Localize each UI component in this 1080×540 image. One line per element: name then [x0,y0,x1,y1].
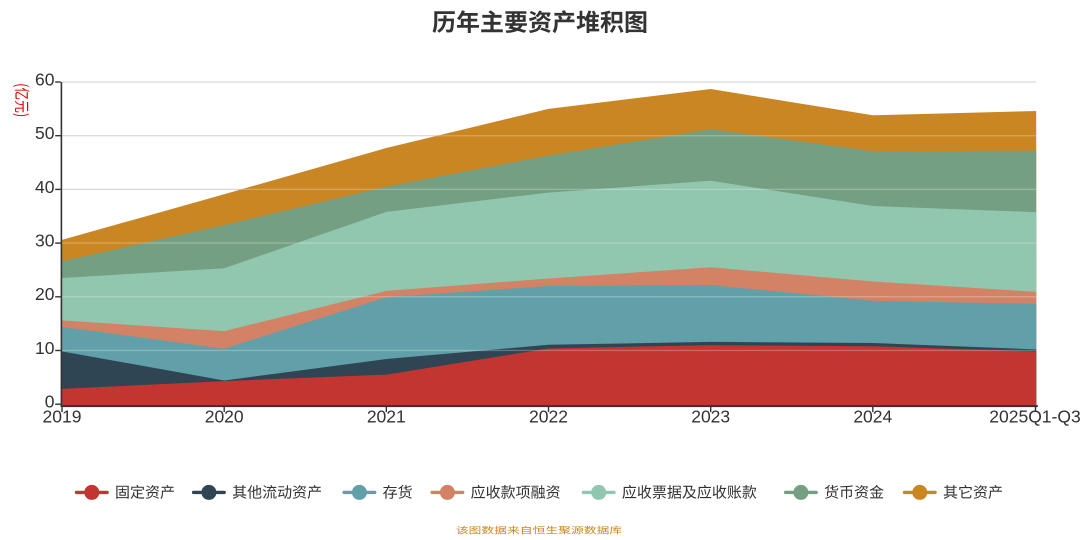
svg-text:2022: 2022 [529,406,568,426]
svg-text:0: 0 [45,392,55,412]
svg-text:10: 10 [35,338,55,358]
svg-text:2023: 2023 [691,406,730,426]
svg-text:20: 20 [35,284,55,304]
svg-text:60: 60 [35,69,55,89]
svg-text:2019: 2019 [43,406,82,426]
svg-text:2025Q1-Q3: 2025Q1-Q3 [989,406,1080,426]
svg-text:2020: 2020 [205,406,244,426]
svg-text:50: 50 [35,123,55,143]
svg-text:2021: 2021 [367,406,406,426]
svg-text:40: 40 [35,177,55,197]
svg-text:2024: 2024 [853,406,892,426]
svg-text:30: 30 [35,231,55,251]
